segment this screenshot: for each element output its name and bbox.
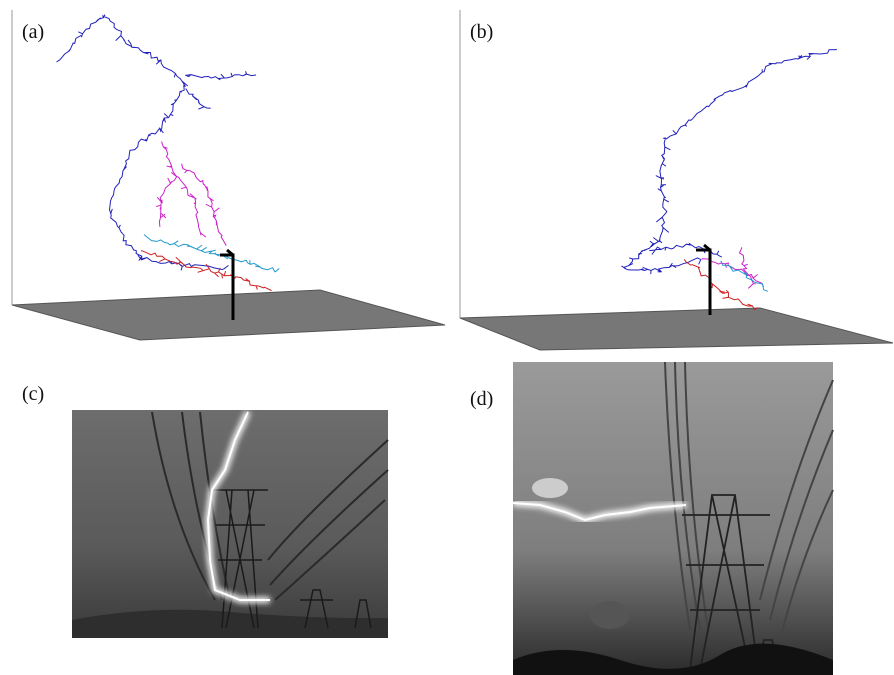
leader-branch xyxy=(720,260,769,292)
panel-label: (c) xyxy=(22,383,44,405)
leader-branch xyxy=(140,249,272,291)
leader-branch xyxy=(181,163,227,246)
power-lines xyxy=(151,411,389,601)
leader-branch xyxy=(621,49,837,275)
panel-label: (b) xyxy=(470,21,493,43)
leader-branch xyxy=(185,71,257,81)
lightning-tree xyxy=(621,49,837,311)
power-lines xyxy=(664,361,834,641)
blur xyxy=(590,601,630,629)
leader-branch xyxy=(56,14,229,271)
leader-branch xyxy=(738,247,756,289)
leader-branch xyxy=(683,259,758,311)
leader-branch xyxy=(143,234,280,273)
leader-branch xyxy=(156,141,178,227)
panel-a: (a) xyxy=(11,10,446,341)
leader-branch xyxy=(185,88,211,110)
tower xyxy=(696,243,712,315)
cloud-flash xyxy=(532,478,568,498)
panel-d: (d) xyxy=(470,361,834,675)
hills xyxy=(72,609,388,638)
foreground xyxy=(513,643,833,675)
panel-label: (d) xyxy=(470,388,493,410)
tower xyxy=(220,248,235,320)
lightning xyxy=(206,411,270,601)
lightning-tree xyxy=(56,14,280,291)
tower xyxy=(212,489,372,629)
photo xyxy=(513,362,833,675)
ground-plane xyxy=(11,289,446,341)
lightning xyxy=(512,502,687,522)
panel-label: (a) xyxy=(22,21,44,43)
ground-plane xyxy=(459,307,894,351)
panel-b: (b) xyxy=(459,10,894,351)
panel-c: (c) xyxy=(22,383,389,638)
leader-branch xyxy=(170,172,207,238)
